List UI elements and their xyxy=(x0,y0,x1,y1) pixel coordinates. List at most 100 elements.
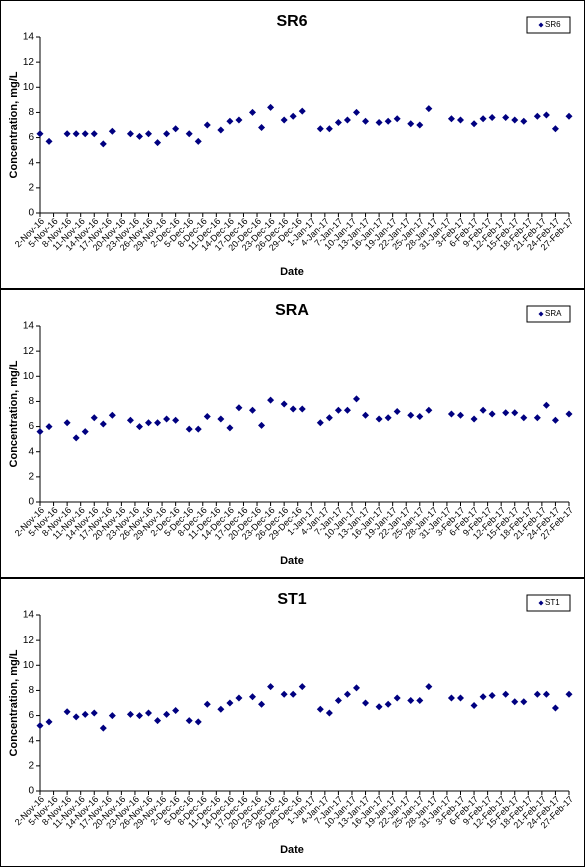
y-tick-label: 4 xyxy=(28,157,34,168)
data-point xyxy=(63,130,71,138)
data-point xyxy=(542,690,550,698)
data-point xyxy=(185,130,193,138)
data-point xyxy=(172,707,180,715)
data-point xyxy=(172,125,180,133)
y-tick-label: 0 xyxy=(28,208,34,219)
data-point xyxy=(36,428,44,436)
data-point xyxy=(384,700,392,708)
data-point xyxy=(126,710,134,718)
chart-title: SR6 xyxy=(276,13,307,30)
data-point xyxy=(316,125,324,133)
data-point xyxy=(362,117,370,125)
data-point xyxy=(280,690,288,698)
data-point xyxy=(542,111,550,119)
data-point xyxy=(325,709,333,717)
data-point xyxy=(362,699,370,707)
data-point xyxy=(226,699,234,707)
data-point xyxy=(185,425,193,433)
data-point xyxy=(81,428,89,436)
data-point xyxy=(194,718,202,726)
data-point xyxy=(235,116,243,124)
y-tick-label: 0 xyxy=(28,497,34,508)
data-point xyxy=(99,724,107,732)
data-point xyxy=(280,400,288,408)
data-point xyxy=(447,410,455,418)
data-point xyxy=(334,118,342,126)
data-point xyxy=(217,126,225,134)
data-point xyxy=(334,406,342,414)
data-point xyxy=(393,694,401,702)
data-point xyxy=(393,407,401,415)
data-point xyxy=(99,420,107,428)
legend-label: SR6 xyxy=(545,20,561,29)
y-axis-title: Concentration, mg/L xyxy=(8,71,20,178)
data-point xyxy=(267,683,275,691)
data-point xyxy=(488,691,496,699)
data-point xyxy=(145,419,153,427)
data-point xyxy=(126,416,134,424)
data-point xyxy=(154,717,162,725)
data-point xyxy=(533,414,541,422)
data-point xyxy=(203,700,211,708)
data-point xyxy=(551,416,559,424)
data-point xyxy=(90,709,98,717)
data-point xyxy=(456,411,464,419)
data-point xyxy=(126,130,134,138)
y-tick-label: 6 xyxy=(28,710,34,721)
data-point xyxy=(235,404,243,412)
y-tick-label: 14 xyxy=(23,321,35,332)
data-point xyxy=(145,709,153,717)
data-point xyxy=(217,415,225,423)
data-point xyxy=(551,704,559,712)
data-point xyxy=(470,120,478,128)
y-tick-label: 14 xyxy=(23,32,35,43)
data-point xyxy=(407,411,415,419)
data-point xyxy=(565,690,573,698)
legend-box xyxy=(526,305,571,323)
data-point xyxy=(316,419,324,427)
chart-title: ST1 xyxy=(277,591,306,608)
y-tick-label: 8 xyxy=(28,685,34,696)
data-point xyxy=(163,415,171,423)
x-axis-title: Date xyxy=(280,555,304,567)
y-tick-label: 4 xyxy=(28,735,34,746)
y-tick-label: 8 xyxy=(28,107,34,118)
data-point xyxy=(416,121,424,129)
legend-marker xyxy=(538,311,544,317)
data-point xyxy=(316,705,324,713)
data-point xyxy=(325,125,333,133)
data-point xyxy=(163,710,171,718)
data-point xyxy=(289,405,297,413)
data-point xyxy=(203,413,211,421)
data-point xyxy=(343,116,351,124)
data-point xyxy=(298,107,306,115)
data-point xyxy=(185,717,193,725)
data-point xyxy=(343,406,351,414)
data-point xyxy=(135,712,143,720)
data-point xyxy=(343,690,351,698)
data-point xyxy=(249,406,257,414)
data-point xyxy=(194,137,202,145)
data-point xyxy=(520,117,528,125)
y-tick-label: 10 xyxy=(23,660,35,671)
data-point xyxy=(172,416,180,424)
data-point xyxy=(72,130,80,138)
data-point xyxy=(375,415,383,423)
data-point xyxy=(551,125,559,133)
chart-frame xyxy=(0,578,585,867)
data-point xyxy=(502,409,510,417)
data-point xyxy=(289,112,297,120)
data-point xyxy=(325,414,333,422)
data-point xyxy=(456,694,464,702)
data-point xyxy=(362,411,370,419)
data-point xyxy=(235,694,243,702)
data-point xyxy=(267,396,275,404)
y-tick-label: 10 xyxy=(23,82,35,93)
data-point xyxy=(145,130,153,138)
y-tick-label: 12 xyxy=(23,57,35,68)
data-point xyxy=(425,683,433,691)
y-axis-title: Concentration, mg/L xyxy=(8,649,20,756)
legend-marker xyxy=(538,22,544,28)
